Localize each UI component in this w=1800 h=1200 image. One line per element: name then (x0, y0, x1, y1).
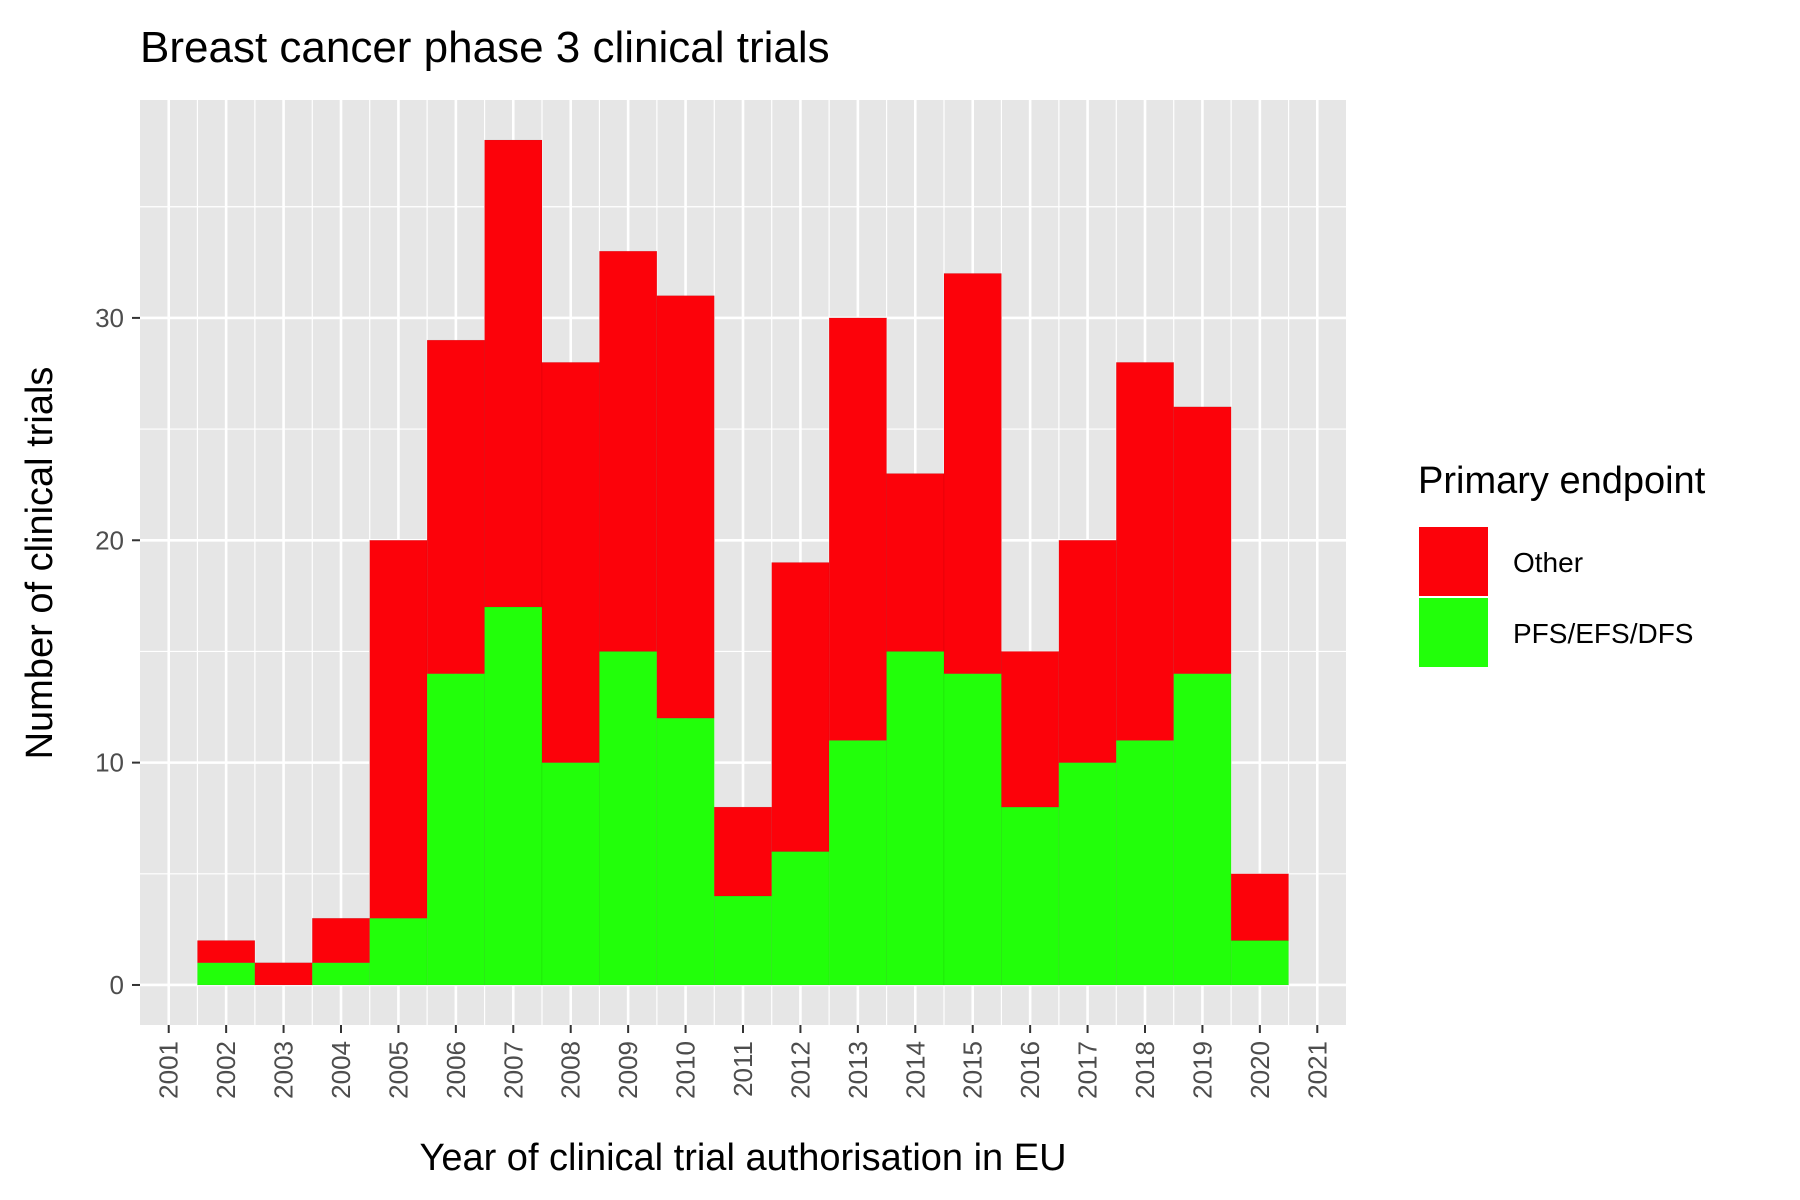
bar-other-2018 (1116, 362, 1174, 741)
bar-other-2012 (771, 562, 830, 852)
bar-other-2015 (943, 273, 1002, 674)
bar-pfs-efs-dfs-2015 (943, 673, 1002, 986)
x-tick-label: 2006 (441, 1041, 471, 1099)
x-tick-label: 2021 (1302, 1041, 1332, 1099)
legend-key-other (1419, 527, 1488, 596)
bar-other-2004 (312, 918, 370, 963)
bar-pfs-efs-dfs-2020 (1230, 940, 1289, 986)
bar-pfs-efs-dfs-2009 (599, 651, 658, 986)
bar-pfs-efs-dfs-2013 (828, 740, 887, 986)
x-tick-label: 2018 (1130, 1041, 1160, 1099)
x-tick-label: 2010 (671, 1041, 701, 1099)
x-tick-label: 2015 (958, 1041, 988, 1099)
bar-pfs-efs-dfs-2007 (484, 606, 543, 986)
x-tick-label: 2007 (498, 1041, 528, 1099)
x-tick-label: 2005 (383, 1041, 413, 1099)
bar-pfs-efs-dfs-2012 (771, 851, 830, 986)
chart-title: Breast cancer phase 3 clinical trials (140, 23, 830, 72)
y-tick-label: 0 (110, 970, 124, 1000)
bar-pfs-efs-dfs-2016 (1001, 806, 1060, 986)
bar-other-2006 (426, 339, 485, 674)
bars (197, 139, 1289, 986)
y-axis-title: Number of clinical trials (19, 367, 61, 760)
bar-pfs-efs-dfs-2008 (541, 762, 600, 986)
bar-other-2007 (484, 139, 543, 608)
bar-other-2003 (254, 962, 313, 986)
bar-pfs-efs-dfs-2011 (714, 895, 772, 986)
bar-pfs-efs-dfs-2004 (312, 962, 370, 986)
bar-other-2010 (656, 295, 715, 719)
bar-other-2011 (714, 806, 772, 897)
bar-other-2002 (197, 940, 256, 963)
x-tick-label: 2001 (154, 1041, 184, 1099)
legend: Primary endpoint Other PFS/EFS/DFS (1418, 460, 1706, 667)
x-axis-ticks: 2001 2002 2003 2004 2005 2006 2007 2008 2009 2010… (154, 1025, 1332, 1099)
bar-other-2013 (828, 317, 887, 741)
x-tick-label: 2008 (556, 1041, 586, 1099)
x-tick-label: 2013 (843, 1041, 873, 1099)
bar-pfs-efs-dfs-2002 (197, 962, 256, 986)
x-axis-title: Year of clinical trial authorisation in … (419, 1137, 1066, 1179)
x-tick-label: 2017 (1073, 1041, 1103, 1099)
bar-other-2020 (1230, 873, 1289, 941)
legend-key-pfs-efs-dfs (1419, 598, 1488, 667)
bar-pfs-efs-dfs-2019 (1173, 673, 1232, 986)
y-tick-label: 30 (95, 303, 124, 333)
x-tick-label: 2002 (211, 1041, 241, 1099)
x-tick-label: 2011 (728, 1041, 758, 1097)
bar-other-2014 (886, 473, 945, 652)
y-axis-ticks: 0 10 20 30 (95, 303, 140, 1000)
bar-other-2009 (599, 250, 658, 652)
bar-pfs-efs-dfs-2014 (886, 651, 945, 986)
bar-pfs-efs-dfs-2005 (369, 918, 428, 986)
legend-label-other: Other (1513, 547, 1583, 578)
x-tick-label: 2003 (269, 1041, 299, 1099)
y-tick-label: 10 (95, 748, 124, 778)
legend-label-pfs-efs-dfs: PFS/EFS/DFS (1513, 618, 1693, 649)
bar-pfs-efs-dfs-2006 (426, 673, 485, 986)
x-tick-label: 2009 (613, 1041, 643, 1099)
x-tick-label: 2014 (900, 1041, 930, 1099)
bar-other-2017 (1058, 540, 1117, 763)
x-tick-label: 2019 (1187, 1041, 1217, 1099)
x-tick-label: 2012 (785, 1041, 815, 1099)
bar-other-2019 (1173, 406, 1232, 674)
bar-other-2008 (541, 362, 600, 763)
legend-title: Primary endpoint (1418, 460, 1706, 502)
x-tick-label: 2016 (1015, 1041, 1045, 1099)
bar-pfs-efs-dfs-2010 (656, 717, 715, 986)
bar-pfs-efs-dfs-2018 (1116, 740, 1174, 986)
bar-pfs-efs-dfs-2017 (1058, 762, 1117, 986)
bar-other-2005 (369, 540, 428, 919)
x-tick-label: 2020 (1245, 1041, 1275, 1099)
bar-other-2016 (1001, 651, 1060, 808)
x-tick-label: 2004 (326, 1041, 356, 1099)
y-tick-label: 20 (95, 525, 124, 555)
